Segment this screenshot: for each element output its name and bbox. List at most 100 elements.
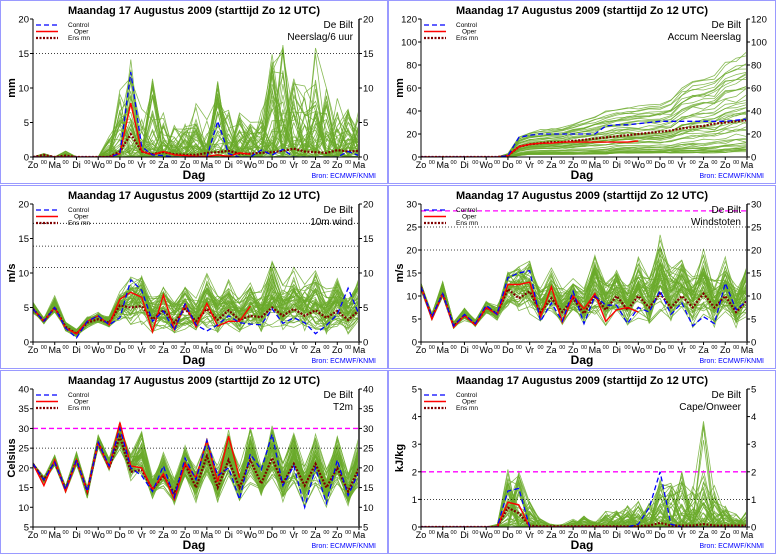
x-tick-label: Di — [612, 530, 621, 540]
x-tick-label: Wo — [632, 345, 645, 355]
x-midnight-label: 00 — [451, 530, 457, 536]
ensemble-members — [33, 45, 359, 157]
ensemble-members — [421, 234, 747, 330]
x-midnight-label: 00 — [128, 160, 134, 166]
ens-mean-line — [33, 304, 359, 336]
x-tick-label: Di — [460, 530, 469, 540]
y-tick-label: 1 — [412, 495, 417, 506]
x-tick-label: Do — [654, 345, 666, 355]
x-tick-label: Do — [654, 530, 666, 540]
x-axis-label: Dag — [571, 353, 594, 367]
x-midnight-label: 00 — [106, 345, 112, 351]
y-tick-label: 2 — [412, 467, 417, 478]
y-tick-label-right: 5 — [363, 523, 368, 534]
x-tick-label: Ma — [436, 345, 449, 355]
y-tick-label-right: 20 — [751, 246, 762, 257]
ensemble-member-line — [421, 75, 747, 157]
y-tick-label: 10 — [18, 503, 29, 514]
y-tick-label: 15 — [18, 234, 29, 245]
x-tick-label: Zo — [568, 530, 579, 540]
x-midnight-label: 00 — [345, 160, 351, 166]
x-midnight-label: 00 — [41, 345, 47, 351]
control-line — [33, 426, 359, 510]
x-tick-label: Wo — [480, 160, 493, 170]
x-tick-label: Ma — [589, 345, 602, 355]
y-tick-label: 20 — [406, 246, 417, 257]
x-tick-label: Ma — [353, 530, 366, 540]
ensemble-member-line — [33, 68, 359, 157]
x-midnight-label: 00 — [280, 345, 286, 351]
ensemble-member-line — [421, 118, 747, 157]
ensemble-member-line — [421, 491, 747, 527]
meteogram-panel: Maandag 17 Augustus 2009 (starttijd Zo 1… — [388, 370, 776, 554]
x-tick-label: Di — [72, 530, 81, 540]
x-tick-label: Vr — [137, 530, 146, 540]
y-tick-label: 60 — [406, 84, 417, 95]
x-midnight-label: 00 — [603, 160, 609, 166]
ensemble-member-line — [421, 86, 747, 157]
y-tick-label-right: 20 — [751, 130, 762, 141]
y-tick-label-right: 10 — [751, 292, 762, 303]
x-tick-label: Zo — [720, 345, 731, 355]
y-tick-label: 20 — [18, 463, 29, 474]
y-tick-label-right: 0 — [751, 153, 756, 164]
y-axis-label: kJ/kg — [394, 444, 406, 472]
x-midnight-label: 00 — [581, 160, 587, 166]
y-tick-label: 10 — [18, 269, 29, 280]
x-midnight-label: 00 — [733, 160, 739, 166]
x-midnight-label: 00 — [236, 530, 242, 536]
legend-label: Oper — [74, 399, 89, 406]
ensemble-member-line — [421, 279, 747, 329]
x-midnight-label: 00 — [63, 530, 69, 536]
x-tick-label: Ma — [353, 345, 366, 355]
legend-label: Oper — [462, 214, 477, 221]
x-tick-label: Zo — [568, 160, 579, 170]
x-tick-label: Za — [310, 160, 321, 170]
meteogram-panel: Maandag 17 Augustus 2009 (starttijd Zo 1… — [0, 0, 388, 184]
ensemble-member-line — [421, 483, 747, 527]
x-midnight-label: 00 — [84, 160, 90, 166]
ensemble-member-line — [421, 146, 747, 157]
x-midnight-label: 00 — [603, 530, 609, 536]
x-tick-label: Do — [266, 345, 278, 355]
x-tick-label: Di — [612, 160, 621, 170]
x-midnight-label: 00 — [106, 160, 112, 166]
y-tick-label: 40 — [406, 107, 417, 118]
y-tick-label-right: 120 — [751, 15, 767, 26]
y-tick-label: 5 — [24, 118, 29, 129]
x-midnight-label: 00 — [559, 160, 565, 166]
legend-label: Ens mn — [68, 220, 90, 227]
ensemble-member-line — [421, 481, 747, 527]
y-tick-label-right: 3 — [751, 440, 756, 451]
y-tick-label: 20 — [406, 130, 417, 141]
legend-label: Control — [456, 22, 478, 29]
x-tick-label: Za — [310, 345, 321, 355]
y-tick-label: 0 — [412, 523, 417, 534]
y-tick-label-right: 10 — [363, 503, 374, 514]
ensemble-members — [421, 51, 747, 157]
x-midnight-label: 00 — [84, 345, 90, 351]
x-tick-label: Wo — [244, 160, 257, 170]
legend-label: Ens mn — [68, 35, 90, 42]
ensemble-member-line — [421, 141, 747, 157]
ensemble-member-line — [421, 99, 747, 157]
y-tick-label-right: 1 — [751, 495, 756, 506]
x-midnight-label: 00 — [128, 345, 134, 351]
x-midnight-label: 00 — [451, 345, 457, 351]
chart-svg: Maandag 17 Augustus 2009 (starttijd Zo 1… — [6, 190, 376, 367]
x-midnight-label: 00 — [128, 530, 134, 536]
x-midnight-label: 00 — [494, 345, 500, 351]
x-tick-label: Ma — [741, 345, 754, 355]
y-axis-label: Celsius — [6, 438, 18, 477]
x-midnight-label: 00 — [63, 345, 69, 351]
y-tick-label-right: 2 — [751, 467, 756, 478]
x-tick-label: Wo — [244, 345, 257, 355]
x-midnight-label: 00 — [429, 345, 435, 351]
meteogram-panel: Maandag 17 Augustus 2009 (starttijd Zo 1… — [388, 185, 776, 369]
x-midnight-label: 00 — [646, 160, 652, 166]
y-tick-label: 0 — [24, 153, 29, 164]
y-tick-label-right: 15 — [363, 49, 374, 60]
y-tick-label: 0 — [412, 153, 417, 164]
y-tick-label-right: 25 — [751, 223, 762, 234]
y-tick-label-right: 15 — [751, 269, 762, 280]
